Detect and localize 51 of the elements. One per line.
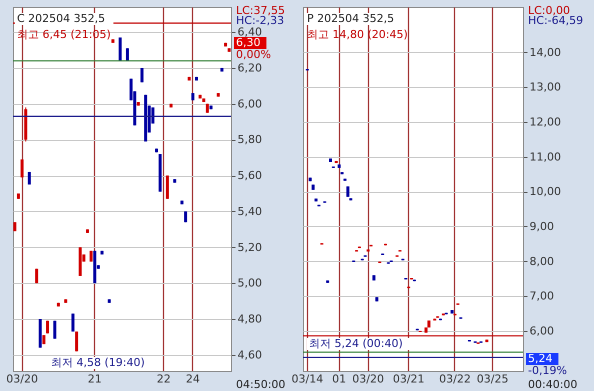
- text: HC:-64,59: [528, 14, 584, 27]
- candlestick: [75, 331, 78, 352]
- candlestick: [46, 320, 50, 334]
- y-tick-label: 11,00: [530, 150, 561, 164]
- y-tick-label: 5,00: [238, 276, 262, 290]
- y-tick-label: 5,60: [238, 169, 262, 182]
- candlestick: [140, 67, 144, 83]
- y-tick-label: 6,20: [238, 61, 262, 74]
- text: 00:40:00: [528, 378, 578, 391]
- text: 6,30: [236, 36, 260, 49]
- y-tick-label: 6,40: [238, 26, 262, 39]
- x-tick-label: 03/21: [392, 372, 425, 386]
- annotation: 최저 4,58 (19:40): [51, 356, 145, 369]
- y-tick-label: 4,80: [238, 312, 262, 326]
- y-tick-label: 8,00: [530, 254, 554, 268]
- y-tick-label: 5,20: [238, 240, 262, 254]
- x-tick-label: 03/20: [352, 372, 384, 386]
- y-tick-label: 13,00: [530, 80, 561, 94]
- candlestick: [71, 313, 74, 332]
- y-tick-label: 4,60: [238, 348, 262, 362]
- x-tick-label: 21: [88, 372, 102, 386]
- x-tick-label: 22: [156, 372, 171, 386]
- annotation: 최고 6,45 (21:05): [17, 28, 111, 41]
- text: 5,24: [528, 352, 552, 365]
- text: LC:0,00: [528, 4, 570, 17]
- x-tick-label: 24: [186, 372, 200, 386]
- y-tick-label: 9,00: [530, 220, 554, 233]
- text: HC:-2,33: [236, 14, 284, 27]
- y-tick-label: 12,00: [530, 115, 561, 128]
- text: LC:37,55: [236, 4, 286, 17]
- x-tick-label: 03/20: [6, 372, 38, 386]
- text: -0,19%: [528, 364, 567, 377]
- x-tick-label: 03/22: [439, 372, 471, 386]
- x-tick-label: 03/25: [476, 372, 508, 386]
- y-tick-label: 5,40: [238, 204, 262, 218]
- text: P 202504 352,5: [307, 12, 394, 25]
- y-tick-label: 7,00: [530, 290, 554, 303]
- candlestick: [126, 48, 129, 62]
- annotation: 최저 5,24 (00:40): [309, 337, 403, 350]
- y-tick-label: 6,00: [238, 97, 262, 110]
- text: 0,00%: [236, 48, 271, 61]
- y-tick-label: 10,00: [530, 185, 561, 198]
- chart-title: C 202504 352,5: [17, 12, 106, 25]
- x-tick-label: 03/14: [291, 372, 324, 386]
- candlestick: [166, 175, 169, 200]
- y-tick-label: 6,00: [530, 324, 554, 338]
- text: 04:50:00: [236, 378, 286, 391]
- y-tick-label: 5,80: [238, 133, 262, 146]
- x-tick-label: 01: [332, 372, 346, 386]
- y-tick-label: 14,00: [530, 46, 561, 59]
- candlestick: [20, 158, 24, 178]
